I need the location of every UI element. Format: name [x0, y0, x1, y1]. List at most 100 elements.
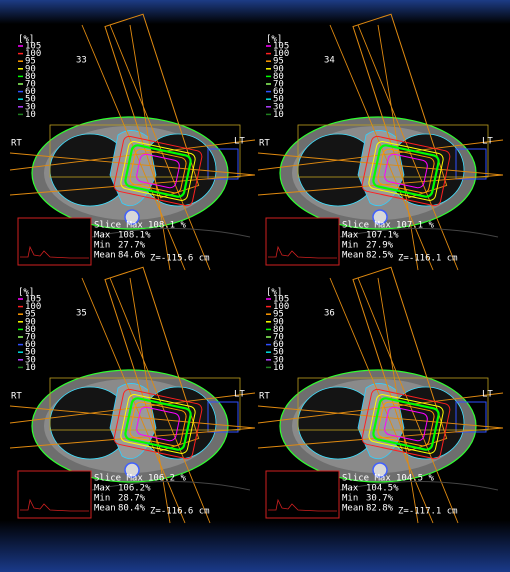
legend-level: 60 — [25, 340, 36, 350]
stat-value: 27.9% — [366, 241, 394, 251]
legend-level: 10 — [25, 363, 36, 373]
isodose-line — [368, 394, 444, 454]
stat-value: 106.2 % — [148, 474, 187, 484]
isodose-line — [384, 153, 428, 189]
scan-arc — [91, 481, 251, 491]
legend-level: 10 — [273, 363, 284, 373]
stat-label: Min — [94, 241, 110, 251]
legend-level: 90 — [25, 317, 36, 327]
legend-level: 105 — [273, 42, 289, 52]
spine — [372, 462, 388, 478]
stat-label: Slice Max — [342, 474, 391, 484]
field-box — [297, 124, 489, 178]
field-box — [297, 377, 489, 431]
legend-unit: [%] — [18, 288, 34, 298]
legend-level: 10 — [273, 110, 284, 120]
field-box — [49, 377, 241, 431]
legend-level: 95 — [273, 57, 284, 67]
stat-label: Min — [342, 494, 358, 504]
legend-level: 60 — [273, 340, 284, 350]
legend-level: 50 — [273, 95, 284, 105]
z-position: Z=-116.6 cm — [150, 507, 210, 517]
isodose-line — [113, 135, 203, 207]
isodose-line — [113, 388, 203, 460]
stat-label: Max — [342, 484, 359, 494]
field-box — [49, 124, 241, 178]
legend-level: 30 — [25, 102, 36, 112]
legend-level: 10 — [25, 110, 36, 120]
legend-level: 90 — [273, 317, 284, 327]
stat-value: 82.8% — [366, 504, 394, 514]
beam-box — [104, 13, 200, 199]
stat-value: 30.7% — [366, 494, 394, 504]
isodose-line — [124, 397, 192, 451]
isodose-line — [129, 148, 187, 194]
spine — [124, 209, 140, 225]
slice-number: 34 — [324, 56, 335, 66]
legend-level: 105 — [25, 42, 41, 52]
spine — [372, 209, 388, 225]
stat-label: Mean — [94, 504, 116, 514]
stat-label: Max — [342, 231, 359, 241]
stat-label: Mean — [342, 504, 364, 514]
side-label-right: RT — [11, 392, 22, 402]
isodose-line — [368, 141, 444, 201]
histogram-curve — [20, 245, 89, 259]
stat-value: 107.1% — [366, 231, 399, 241]
legend-level: 80 — [273, 72, 284, 82]
legend-level: 70 — [25, 80, 36, 90]
histogram-curve — [268, 245, 337, 259]
stat-value: 106.2% — [118, 484, 151, 494]
scan-arc — [339, 228, 499, 238]
legend-level: 70 — [273, 80, 284, 90]
legend-unit: [%] — [18, 35, 34, 45]
breast-box — [455, 148, 487, 180]
stat-value: 108.1 % — [148, 221, 187, 231]
z-position: Z=-117.1 cm — [398, 507, 458, 517]
top-band — [0, 0, 510, 24]
isodose-line — [372, 144, 440, 198]
legend-level: 95 — [25, 310, 36, 320]
spine — [124, 462, 140, 478]
side-label-left: LT — [482, 390, 493, 400]
histogram-curve — [268, 498, 337, 512]
z-position: Z=-116.1 cm — [398, 254, 458, 264]
legend-unit: [%] — [266, 35, 282, 45]
side-label-right: RT — [11, 139, 22, 149]
stat-value: 82.5% — [366, 251, 394, 261]
side-label-left: LT — [234, 137, 245, 147]
isodose-line — [136, 153, 180, 189]
legend-level: 90 — [273, 64, 284, 74]
legend-level: 50 — [25, 348, 36, 358]
legend-level: 50 — [273, 348, 284, 358]
isodose-line — [129, 401, 187, 447]
isodose-line — [372, 397, 440, 451]
stat-value: 28.7% — [118, 494, 146, 504]
side-label-right: RT — [259, 139, 270, 149]
z-position: Z=-115.6 cm — [150, 254, 210, 264]
stat-label: Slice Max — [342, 221, 391, 231]
bottom-band — [0, 520, 510, 572]
isodose-line — [384, 406, 428, 442]
stat-label: Max — [94, 484, 111, 494]
legend-level: 70 — [273, 333, 284, 343]
stat-value: 84.6% — [118, 251, 146, 261]
stat-label: Min — [94, 494, 110, 504]
isodose-line — [136, 406, 180, 442]
legend-level: 105 — [273, 295, 289, 305]
isodose-line — [361, 135, 451, 207]
stat-label: Max — [94, 231, 111, 241]
slice-number: 36 — [324, 309, 335, 319]
slice-number: 35 — [76, 309, 87, 319]
legend-level: 95 — [25, 57, 36, 67]
stat-value: 80.4% — [118, 504, 146, 514]
stat-label: Mean — [342, 251, 364, 261]
isodose-line — [124, 144, 192, 198]
legend-level: 80 — [25, 72, 36, 82]
scan-arc — [91, 228, 251, 238]
beam-box — [352, 266, 448, 452]
stat-value: 104.5 % — [396, 474, 435, 484]
